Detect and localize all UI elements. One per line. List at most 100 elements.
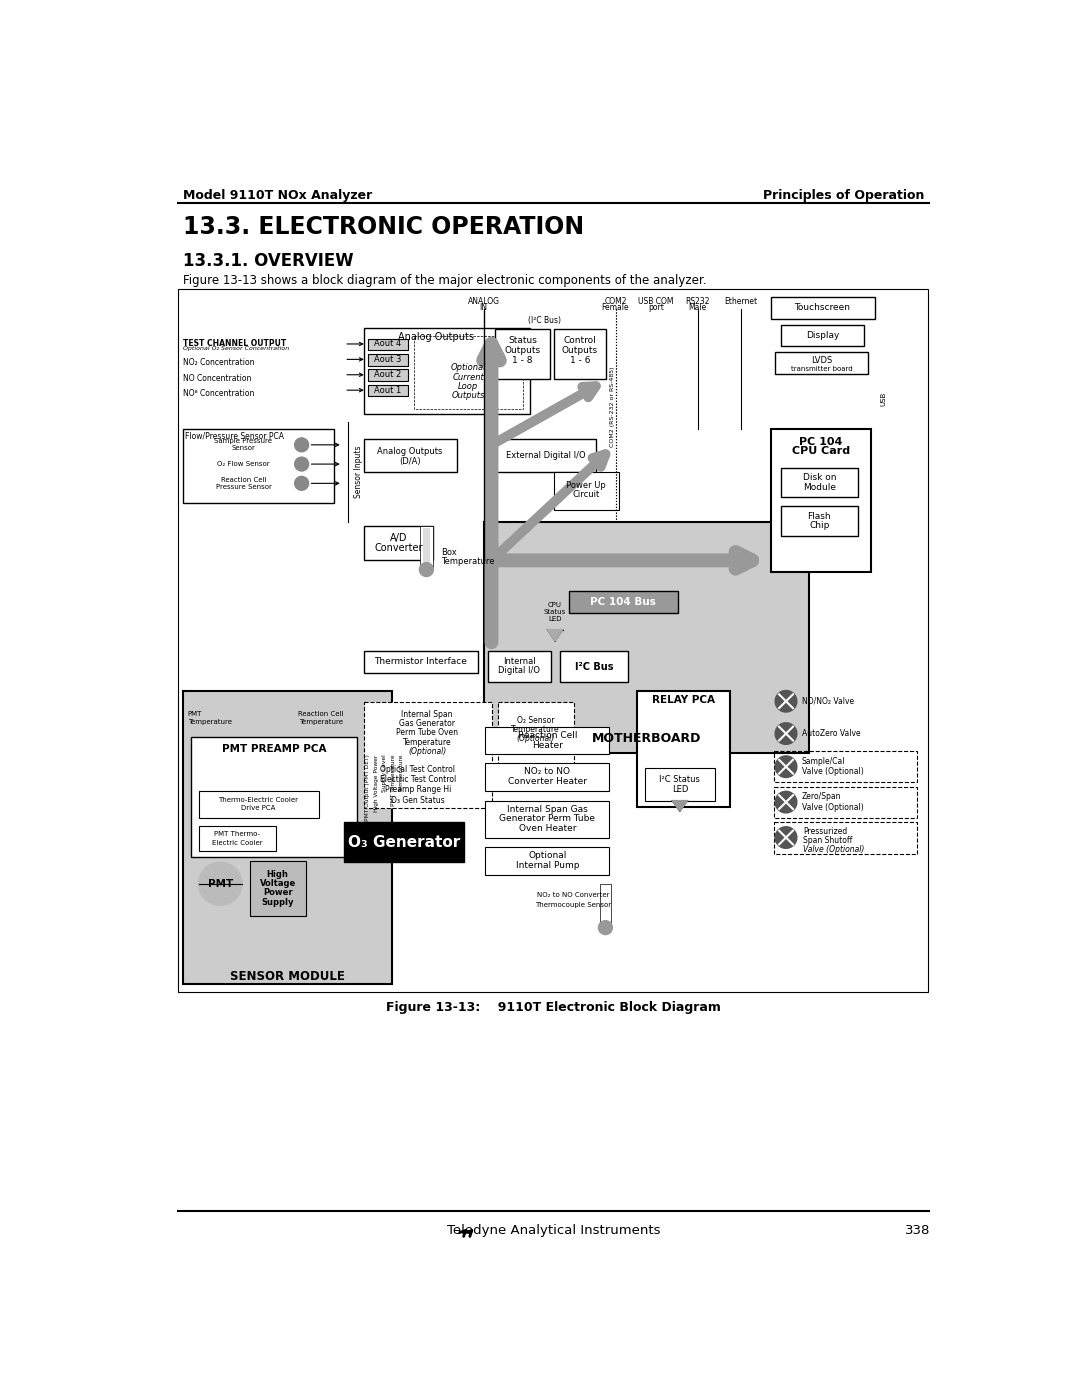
Bar [364, 440, 457, 472]
Text: CPU Card: CPU Card [792, 446, 850, 455]
Text: Converter Heater: Converter Heater [508, 777, 586, 787]
Text: Temperature: Temperature [511, 725, 561, 735]
Text: Temperature: Temperature [441, 557, 495, 566]
Bar [177, 289, 928, 992]
Text: RS232: RS232 [686, 298, 710, 306]
Text: Power Up: Power Up [566, 481, 606, 490]
Text: Figure 13-13:    9110T Electronic Block Diagram: Figure 13-13: 9110T Electronic Block Dia… [386, 1000, 721, 1014]
Text: Display: Display [806, 331, 839, 339]
Bar [637, 692, 730, 806]
Text: Aout 4: Aout 4 [374, 339, 402, 348]
Bar [485, 763, 609, 791]
Text: Teledyne Analytical Instruments: Teledyne Analytical Instruments [447, 1224, 660, 1238]
Text: 1 - 8: 1 - 8 [512, 356, 532, 365]
Text: Preamp Range Hi: Preamp Range Hi [384, 785, 451, 795]
Text: Principles of Operation: Principles of Operation [762, 189, 924, 203]
Text: Internal: Internal [503, 657, 536, 666]
Bar [183, 692, 392, 983]
Text: Pressurized: Pressurized [804, 827, 848, 835]
Bar [600, 884, 611, 926]
Bar [485, 847, 609, 875]
Bar [367, 353, 408, 366]
Text: Digital I/O: Digital I/O [498, 666, 540, 675]
Text: (D/A): (D/A) [400, 457, 421, 465]
Circle shape [775, 791, 797, 813]
Bar [484, 522, 809, 753]
Text: Internal Span: Internal Span [402, 710, 453, 719]
Text: 13.3.1. OVERVIEW: 13.3.1. OVERVIEW [183, 253, 353, 271]
Circle shape [598, 921, 612, 935]
Text: PC 104: PC 104 [799, 437, 842, 447]
Text: Ethernet: Ethernet [725, 298, 757, 306]
Text: LVDS: LVDS [811, 356, 833, 365]
Text: PMT Output (PMT DET): PMT Output (PMT DET) [365, 754, 370, 821]
Bar [367, 384, 408, 397]
Circle shape [295, 476, 309, 490]
Bar [645, 768, 715, 800]
Text: Touchscreen: Touchscreen [795, 303, 850, 313]
Text: Reaction Cell: Reaction Cell [298, 711, 343, 717]
Text: 1 - 6: 1 - 6 [569, 356, 590, 365]
Circle shape [295, 457, 309, 471]
Bar [420, 525, 433, 569]
Text: Zero/Span
Valve (Optional): Zero/Span Valve (Optional) [801, 792, 863, 812]
Bar [191, 738, 357, 856]
Text: port: port [648, 303, 664, 312]
Text: NO⁸ Concentration: NO⁸ Concentration [183, 390, 255, 398]
Text: (Optional): (Optional) [408, 747, 446, 756]
Text: Disk on: Disk on [802, 474, 836, 482]
Text: USB: USB [880, 391, 886, 405]
Bar [773, 787, 917, 817]
Text: O₃ Gen Status: O₃ Gen Status [391, 796, 445, 805]
Polygon shape [548, 630, 563, 641]
Circle shape [775, 756, 797, 778]
Bar [485, 800, 609, 838]
Text: Voltage: Voltage [259, 879, 296, 888]
Text: Chip: Chip [809, 521, 829, 531]
Text: Temperature: Temperature [188, 719, 232, 725]
Text: Optional: Optional [450, 363, 486, 373]
Text: IN: IN [480, 303, 488, 312]
Text: Analog Outputs: Analog Outputs [399, 332, 474, 342]
Text: Power: Power [262, 888, 293, 897]
Text: NO₂ Concentration: NO₂ Concentration [183, 358, 255, 367]
Text: Box: Box [441, 548, 457, 557]
Text: NO₂ to NO Converter: NO₂ to NO Converter [537, 893, 609, 898]
Text: RELAY PCA: RELAY PCA [652, 696, 715, 705]
Text: Internal Pump: Internal Pump [515, 861, 579, 870]
Text: LED: LED [672, 785, 688, 795]
Text: Module: Module [802, 483, 836, 492]
Text: Flash: Flash [808, 511, 832, 521]
Text: Model 9110T NOx Analyzer: Model 9110T NOx Analyzer [183, 189, 373, 203]
Bar [781, 324, 864, 346]
Bar [559, 651, 627, 682]
Text: 338: 338 [905, 1224, 931, 1238]
Text: transmitter board: transmitter board [791, 366, 852, 372]
Text: Electric Cooler: Electric Cooler [212, 840, 262, 847]
Bar [345, 823, 464, 862]
Text: Sensor Inputs: Sensor Inputs [353, 446, 363, 499]
Bar [496, 440, 596, 472]
Text: Aout 2: Aout 2 [374, 370, 402, 379]
Bar [249, 861, 306, 916]
Text: TEST CHANNEL OUTPUT: TEST CHANNEL OUTPUT [183, 338, 286, 348]
Bar [498, 703, 573, 764]
Text: Outputs: Outputs [562, 345, 598, 355]
Text: Thermo-Electric Cooler: Thermo-Electric Cooler [218, 796, 298, 803]
Text: PMT Temperature: PMT Temperature [391, 754, 395, 806]
Text: (I²C Bus): (I²C Bus) [528, 316, 561, 326]
Bar [183, 429, 334, 503]
Bar [554, 472, 619, 510]
Text: Sample Pressure
Sensor: Sample Pressure Sensor [215, 439, 272, 451]
Text: SENSOR MODULE: SENSOR MODULE [230, 970, 346, 982]
Text: Drive PCA: Drive PCA [241, 805, 275, 812]
Bar [367, 338, 408, 351]
Text: Status: Status [508, 337, 537, 345]
Text: Heater: Heater [531, 740, 563, 750]
Bar [770, 429, 872, 571]
Text: Loop: Loop [458, 381, 478, 391]
Text: Gas Generator: Gas Generator [400, 719, 455, 728]
Text: Outputs: Outputs [504, 345, 541, 355]
Text: USB COM: USB COM [638, 298, 674, 306]
Bar [199, 826, 276, 851]
